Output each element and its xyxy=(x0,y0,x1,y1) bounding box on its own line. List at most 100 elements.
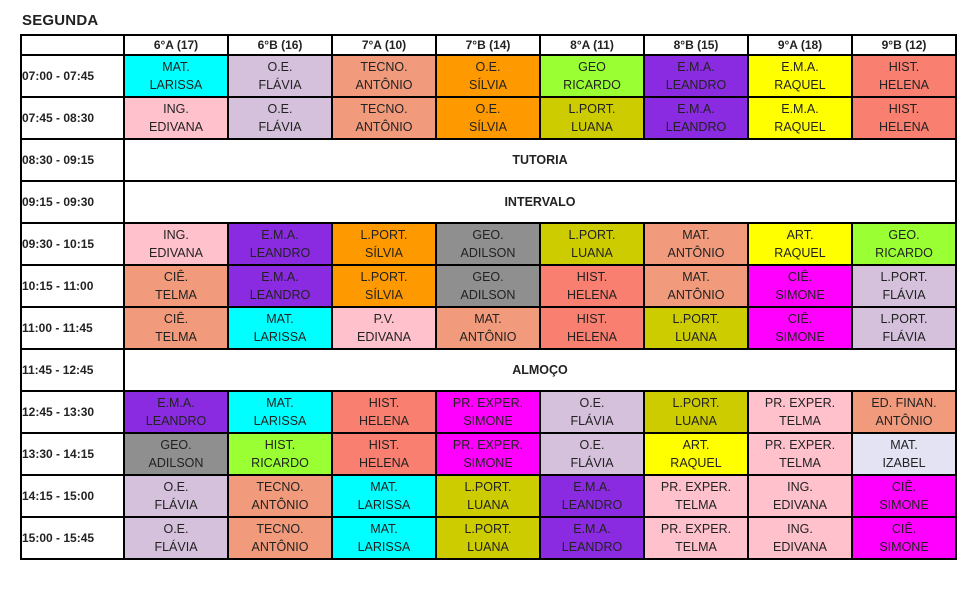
class-cell: PR. EXPER. TELMA xyxy=(747,390,853,434)
subject-label: PR. EXPER. xyxy=(660,480,732,494)
subject-label: HIST. xyxy=(576,312,608,326)
teacher-label: SIMONE xyxy=(463,456,513,470)
class-cell: L.PORT. LUANA xyxy=(643,390,749,434)
class-cell: PR. EXPER. SIMONE xyxy=(435,390,541,434)
subject-label: E.M.A. xyxy=(261,270,299,284)
subject-label: TECNO. xyxy=(256,522,304,536)
subject-label: PR. EXPER. xyxy=(452,396,524,410)
time-slot: 11:45 - 12:45 xyxy=(20,348,125,392)
column-header: 9°A (18) xyxy=(747,34,853,56)
subject-label: L.PORT. xyxy=(672,396,720,410)
class-cell: ING. EDIVANA xyxy=(747,474,853,518)
class-cell: GEO. ADILSON xyxy=(435,264,541,308)
teacher-label: RAQUEL xyxy=(774,78,826,92)
subject-label: MAT. xyxy=(370,480,398,494)
subject-label: L.PORT. xyxy=(880,270,928,284)
teacher-label: RAQUEL xyxy=(670,456,722,470)
class-cell: L.PORT. SÍLVIA xyxy=(331,222,437,266)
class-cell: L.PORT. LUANA xyxy=(435,516,541,560)
time-slot: 13:30 - 14:15 xyxy=(20,432,125,476)
subject-label: ART. xyxy=(682,438,710,452)
subject-label: O.E. xyxy=(475,60,501,74)
teacher-label: HELENA xyxy=(358,414,410,428)
teacher-label: ANTÔNIO xyxy=(667,288,725,302)
subject-label: MAT. xyxy=(370,522,398,536)
subject-label: MAT. xyxy=(682,228,710,242)
class-cell: MAT. IZABEL xyxy=(851,432,957,476)
subject-label: O.E. xyxy=(163,480,189,494)
schedule-table: 6°A (17) 6°B (16) 7°A (10) 7°B (14) 8°A … xyxy=(20,34,957,560)
teacher-label: LUANA xyxy=(467,540,509,554)
header-row: 6°A (17) 6°B (16) 7°A (10) 7°B (14) 8°A … xyxy=(20,34,957,56)
subject-label: GEO xyxy=(578,60,606,74)
subject-label: O.E. xyxy=(267,102,293,116)
teacher-label: SÍLVIA xyxy=(365,288,403,302)
subject-label: CIÊ. xyxy=(787,270,813,284)
subject-label: ART. xyxy=(786,228,814,242)
teacher-label: ANTÔNIO xyxy=(459,330,517,344)
time-slot: 09:30 - 10:15 xyxy=(20,222,125,266)
break-label: INTERVALO xyxy=(123,180,957,224)
teacher-label: RICARDO xyxy=(875,246,933,260)
schedule-body: 07:00 - 07:45 MAT. LARISSA O.E. FLÁVIA TECNO.… xyxy=(20,54,957,560)
teacher-label: LEANDRO xyxy=(249,246,311,260)
subject-label: GEO. xyxy=(472,270,504,284)
teacher-label: TELMA xyxy=(779,414,821,428)
subject-label: E.M.A. xyxy=(781,60,819,74)
teacher-label: HELENA xyxy=(878,78,930,92)
teacher-label: ADILSON xyxy=(460,288,516,302)
teacher-label: EDIVANA xyxy=(773,540,827,554)
teacher-label: LEANDRO xyxy=(665,78,727,92)
subject-label: TECNO. xyxy=(360,102,408,116)
class-cell: E.M.A. LEANDRO xyxy=(539,516,645,560)
class-cell: PR. EXPER. TELMA xyxy=(747,432,853,476)
teacher-label: LUANA xyxy=(675,330,717,344)
subject-label: PR. EXPER. xyxy=(764,396,836,410)
subject-label: L.PORT. xyxy=(360,228,408,242)
subject-label: ED. FINAN. xyxy=(871,396,937,410)
subject-label: TECNO. xyxy=(360,60,408,74)
class-cell: ART. RAQUEL xyxy=(747,222,853,266)
subject-label: O.E. xyxy=(475,102,501,116)
class-cell: E.M.A. RAQUEL xyxy=(747,96,853,140)
teacher-label: TELMA xyxy=(155,330,197,344)
teacher-label: HELENA xyxy=(566,330,618,344)
subject-label: E.M.A. xyxy=(573,480,611,494)
table-row: 11:45 - 12:45 ALMOÇO xyxy=(20,348,957,392)
teacher-label: RICARDO xyxy=(251,456,309,470)
teacher-label: IZABEL xyxy=(882,456,926,470)
table-row: 13:30 - 14:15 GEO. ADILSON HIST. RICARDO HIST… xyxy=(20,432,957,476)
teacher-label: FLÁVIA xyxy=(570,414,614,428)
subject-label: CIÊ. xyxy=(891,522,917,536)
teacher-label: FLÁVIA xyxy=(258,78,302,92)
class-cell: L.PORT. LUANA xyxy=(539,222,645,266)
teacher-label: LUANA xyxy=(571,246,613,260)
table-row: 08:30 - 09:15 TUTORIA xyxy=(20,138,957,182)
teacher-label: LUANA xyxy=(467,498,509,512)
subject-label: E.M.A. xyxy=(261,228,299,242)
subject-label: ING. xyxy=(787,522,813,536)
table-row: 11:00 - 11:45 CIÊ. TELMA MAT. LARISSA P.V. EDI… xyxy=(20,306,957,350)
subject-label: GEO. xyxy=(888,228,920,242)
subject-label: PR. EXPER. xyxy=(764,438,836,452)
class-cell: O.E. FLÁVIA xyxy=(227,54,333,98)
teacher-label: EDIVANA xyxy=(149,246,203,260)
table-row: 10:15 - 11:00 CIÊ. TELMA E.M.A. LEANDRO L.POR… xyxy=(20,264,957,308)
class-cell: L.PORT. FLÁVIA xyxy=(851,264,957,308)
break-label: ALMOÇO xyxy=(123,348,957,392)
subject-label: E.M.A. xyxy=(677,60,715,74)
teacher-label: HELENA xyxy=(878,120,930,134)
class-cell: GEO RICARDO xyxy=(539,54,645,98)
time-slot: 07:00 - 07:45 xyxy=(20,54,125,98)
class-cell: ING. EDIVANA xyxy=(123,222,229,266)
class-cell: L.PORT. LUANA xyxy=(435,474,541,518)
teacher-label: RAQUEL xyxy=(774,120,826,134)
subject-label: HIST. xyxy=(264,438,296,452)
time-slot: 14:15 - 15:00 xyxy=(20,474,125,518)
teacher-label: HELENA xyxy=(566,288,618,302)
class-cell: MAT. LARISSA xyxy=(227,390,333,434)
subject-label: HIST. xyxy=(888,102,920,116)
teacher-label: RAQUEL xyxy=(774,246,826,260)
teacher-label: FLÁVIA xyxy=(258,120,302,134)
table-row: 15:00 - 15:45 O.E. FLÁVIA TECNO. ANTÔNIO MAT.… xyxy=(20,516,957,560)
